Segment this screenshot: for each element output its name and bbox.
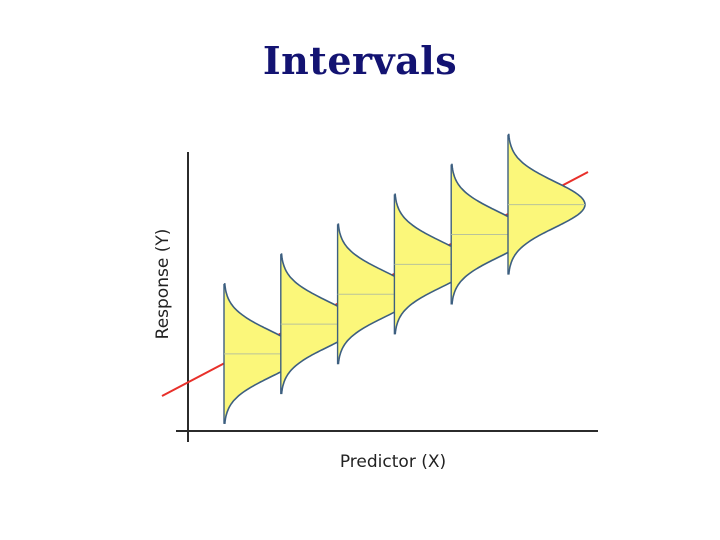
distribution-curves (223, 133, 586, 424)
slide-title: Intervals (262, 38, 458, 83)
x-axis-label: Predictor (X) (340, 452, 446, 472)
y-axis-label: Response (Y) (153, 229, 173, 340)
distribution-outline-6 (507, 133, 586, 275)
